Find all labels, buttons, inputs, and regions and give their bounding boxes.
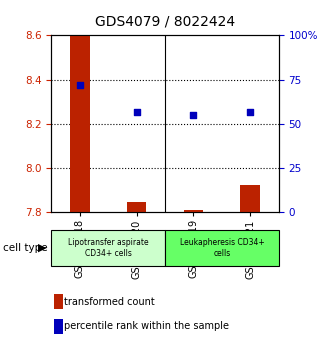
Text: Leukapheresis CD34+
cells: Leukapheresis CD34+ cells [180, 238, 264, 257]
Bar [54, 319, 63, 334]
Point [191, 112, 196, 118]
Text: Lipotransfer aspirate
CD34+ cells: Lipotransfer aspirate CD34+ cells [68, 238, 148, 257]
Bar [183, 210, 203, 212]
Bar [70, 36, 89, 212]
Bar [127, 202, 147, 212]
FancyBboxPatch shape [165, 230, 279, 266]
Text: GDS4079 / 8022424: GDS4079 / 8022424 [95, 14, 235, 28]
Text: percentile rank within the sample: percentile rank within the sample [64, 321, 229, 331]
Point [248, 109, 253, 114]
Text: cell type: cell type [3, 243, 48, 253]
Point [134, 109, 139, 114]
Bar [241, 185, 260, 212]
Bar [54, 294, 63, 309]
Text: ▶: ▶ [38, 243, 47, 253]
Point [77, 82, 82, 88]
Text: transformed count: transformed count [64, 297, 155, 307]
FancyBboxPatch shape [51, 230, 165, 266]
